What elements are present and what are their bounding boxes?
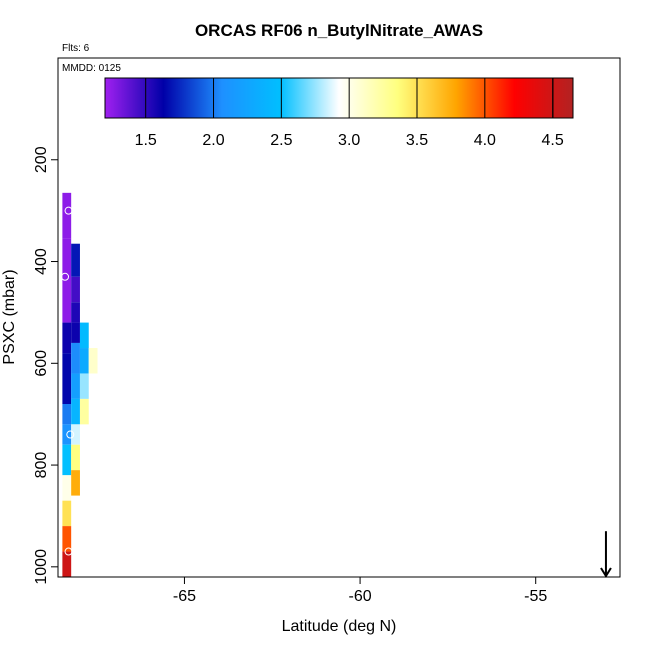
colorbar-tick-label: 4.5: [542, 132, 564, 149]
colorbar-tick-label: 2.0: [202, 132, 224, 149]
heatmap-cell: [71, 470, 80, 496]
chart-title: ORCAS RF06 n_ButylNitrate_AWAS: [195, 21, 483, 40]
colorbar-ticks: 1.5 2.0 2.5 3.0 3.5 4.0 4.5: [135, 78, 564, 149]
down-arrow-marker: [600, 531, 612, 578]
heatmap-cell: [62, 238, 72, 323]
x-axis-label: Latitude (deg N): [282, 618, 397, 635]
heatmap-cell: [62, 444, 72, 476]
heatmap-cell: [62, 475, 72, 501]
heatmap-cell: [62, 322, 72, 354]
y-tick-label: 200: [33, 146, 50, 173]
heatmap-cell: [71, 276, 80, 303]
observation-points: [61, 206, 75, 556]
colorbar-gradient: [104, 77, 574, 119]
heatmap-cell: [79, 398, 89, 425]
observation-point: [64, 547, 73, 556]
heatmap-cell: [71, 322, 80, 343]
y-tick-label: 800: [33, 452, 50, 479]
y-axis-label: PSXC (mbar): [1, 269, 18, 364]
colorbar: 1.5 2.0 2.5 3.0 3.5 4.0 4.5: [104, 77, 574, 149]
y-tick-label: 1000: [33, 549, 50, 585]
heatmap-cell: [71, 424, 80, 445]
date-note: MMDD: 0125: [62, 63, 121, 74]
heatmap-cell: [71, 373, 80, 399]
x-axis: -65 -60 -55: [173, 577, 547, 605]
heatmap-cells: [62, 192, 98, 577]
heatmap-cell: [62, 551, 72, 577]
observation-point: [64, 206, 73, 215]
colorbar-tick-label: 4.0: [474, 132, 496, 149]
heatmap-cell: [62, 353, 72, 404]
observation-point: [61, 272, 70, 281]
heatmap-cell: [62, 526, 72, 552]
x-tick-label: -60: [349, 588, 372, 605]
colorbar-tick-label: 3.5: [406, 132, 428, 149]
y-axis: 200 400 600 800 1000: [33, 146, 59, 585]
y-tick-label: 600: [33, 350, 50, 377]
heatmap-cell: [62, 404, 72, 425]
heatmap-cell: [88, 348, 98, 374]
heatmap-cell: [71, 342, 80, 374]
flights-note: Flts: 6: [62, 43, 90, 54]
observation-point: [66, 430, 75, 439]
heatmap-cell: [79, 322, 89, 349]
colorbar-tick-label: 2.5: [270, 132, 292, 149]
arrow-head: [600, 567, 612, 578]
x-tick-label: -55: [524, 588, 547, 605]
heatmap-cell: [71, 444, 80, 471]
y-tick-label: 400: [33, 248, 50, 275]
heatmap-cell: [62, 192, 72, 239]
heatmap-cell: [62, 500, 72, 527]
colorbar-tick-label: 1.5: [135, 132, 157, 149]
colorbar-tick-label: 3.0: [338, 132, 360, 149]
heatmap-cell: [71, 398, 80, 425]
heatmap-cell: [71, 243, 80, 277]
heatmap-cell: [79, 348, 89, 374]
heatmap-cell: [79, 373, 89, 399]
x-tick-label: -65: [173, 588, 196, 605]
heatmap-cell: [71, 302, 80, 323]
